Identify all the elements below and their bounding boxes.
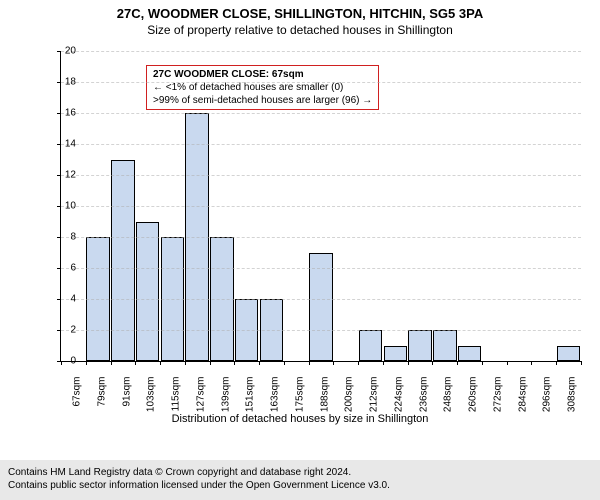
xtick-label: 308sqm [567,377,578,417]
gridline [61,299,581,300]
xtick-mark [111,361,112,365]
gridline [61,206,581,207]
ytick-label: 16 [52,108,76,119]
ytick-label: 2 [52,325,76,336]
chart-container: Number of detached properties 27C WOODME… [0,41,600,431]
xtick-label: 91sqm [121,377,132,417]
page-title-address: 27C, WOODMER CLOSE, SHILLINGTON, HITCHIN… [0,0,600,21]
ytick-label: 4 [52,294,76,305]
xtick-mark [333,361,334,365]
x-axis-label: Distribution of detached houses by size … [0,413,600,425]
xtick-mark [432,361,433,365]
bar [136,222,160,362]
page-subtitle: Size of property relative to detached ho… [0,21,600,41]
xtick-mark [531,361,532,365]
footer-line-2: Contains public sector information licen… [8,479,592,492]
xtick-mark [358,361,359,365]
xtick-label: 67sqm [72,377,83,417]
xtick-mark [408,361,409,365]
xtick-label: 188sqm [319,377,330,417]
xtick-label: 127sqm [195,377,206,417]
attribution-footer: Contains HM Land Registry data © Crown c… [0,460,600,500]
xtick-label: 103sqm [146,377,157,417]
xtick-label: 163sqm [270,377,281,417]
xtick-label: 200sqm [344,377,355,417]
gridline [61,82,581,83]
bar [384,346,408,362]
annotation-line: 27C WOODMER CLOSE: 67sqm [153,68,372,81]
xtick-mark [259,361,260,365]
xtick-label: 212sqm [369,377,380,417]
bar [557,346,581,362]
ytick-label: 6 [52,263,76,274]
xtick-mark [135,361,136,365]
bar [458,346,482,362]
xtick-mark [185,361,186,365]
xtick-mark [556,361,557,365]
xtick-label: 272sqm [492,377,503,417]
xtick-label: 224sqm [393,377,404,417]
ytick-label: 12 [52,170,76,181]
gridline [61,144,581,145]
xtick-label: 296sqm [542,377,553,417]
annotation-line: >99% of semi-detached houses are larger … [153,94,372,107]
xtick-mark [160,361,161,365]
xtick-label: 260sqm [468,377,479,417]
xtick-label: 151sqm [245,377,256,417]
xtick-mark [234,361,235,365]
footer-line-1: Contains HM Land Registry data © Crown c… [8,466,592,479]
bar [433,330,457,361]
ytick-label: 18 [52,77,76,88]
xtick-mark [383,361,384,365]
xtick-mark [86,361,87,365]
ytick-label: 0 [52,356,76,367]
xtick-label: 79sqm [96,377,107,417]
xtick-mark [309,361,310,365]
xtick-label: 115sqm [171,377,182,417]
xtick-label: 175sqm [294,377,305,417]
ytick-label: 14 [52,139,76,150]
xtick-label: 236sqm [418,377,429,417]
gridline [61,113,581,114]
bar [359,330,383,361]
xtick-label: 139sqm [220,377,231,417]
gridline [61,51,581,52]
xtick-label: 284sqm [517,377,528,417]
bar [408,330,432,361]
gridline [61,237,581,238]
xtick-mark [482,361,483,365]
xtick-mark [284,361,285,365]
xtick-label: 248sqm [443,377,454,417]
gridline [61,175,581,176]
gridline [61,330,581,331]
plot-area: 27C WOODMER CLOSE: 67sqm← <1% of detache… [60,51,581,362]
ytick-label: 10 [52,201,76,212]
annotation-box: 27C WOODMER CLOSE: 67sqm← <1% of detache… [146,65,379,110]
xtick-mark [581,361,582,365]
xtick-mark [457,361,458,365]
xtick-mark [507,361,508,365]
xtick-mark [210,361,211,365]
ytick-label: 8 [52,232,76,243]
ytick-label: 20 [52,46,76,57]
gridline [61,268,581,269]
